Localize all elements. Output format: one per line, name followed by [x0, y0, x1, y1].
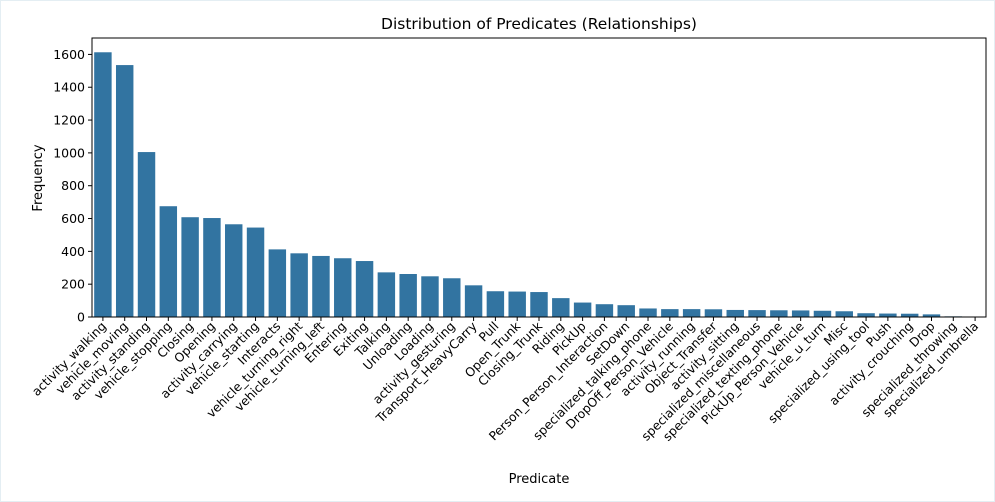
bar-activity-carrying — [225, 224, 243, 317]
y-axis-label: Frequency — [31, 144, 46, 211]
y-axis-ticks: 0 200 400 600 800 1000 1200 1400 1600 — [53, 47, 92, 325]
bars — [94, 52, 984, 318]
bar-activity-standing — [137, 152, 156, 317]
bar-interacts — [268, 249, 287, 317]
bar-activity-gesturing — [443, 278, 461, 317]
bar-transport-heavycarry — [464, 285, 483, 317]
bar-object-transfer — [704, 309, 723, 317]
y-tick-label: 200 — [61, 277, 85, 292]
bar-activity-crouching — [900, 313, 919, 317]
bar-activity-walking — [94, 52, 112, 318]
bar-dropoff-person-vehicle — [661, 309, 679, 317]
bar-specialized-using-tool — [857, 313, 875, 317]
bar-vehicle-turning-right — [290, 253, 308, 317]
bar-closing — [181, 217, 199, 317]
y-tick-label: 1000 — [53, 145, 85, 160]
bar-entering — [334, 258, 352, 317]
bar-specialized-talking-phone — [639, 308, 657, 317]
y-tick-label: 400 — [61, 244, 85, 259]
bar-specialized-miscellaneous — [748, 310, 766, 317]
bar-activity-sitting — [726, 309, 744, 317]
bar-misc — [835, 311, 853, 317]
bar-activity-running — [682, 309, 701, 317]
bar-pickup — [573, 302, 592, 317]
bar-closing-trunk — [530, 292, 548, 317]
bar-setdown — [617, 305, 635, 317]
chart-title: Distribution of Predicates (Relationship… — [381, 15, 697, 33]
bar-riding — [552, 298, 570, 317]
bar-pickup-person-vehicle — [791, 310, 810, 317]
bar-drop — [922, 314, 941, 317]
y-tick-label: 1200 — [53, 113, 85, 128]
bar-vehicle-moving — [115, 65, 134, 318]
bar-exiting — [355, 261, 374, 317]
y-tick-label: 1400 — [53, 80, 85, 95]
bar-vehicle-u-turn — [813, 310, 832, 317]
bar-loading — [421, 276, 439, 317]
x-axis-label: Predicate — [509, 472, 570, 487]
bar-vehicle-turning-left — [312, 255, 330, 317]
plot-area-frame — [91, 37, 987, 318]
bar-talking — [377, 272, 396, 317]
bar-unloading — [399, 274, 417, 317]
bar-person-person-interaction — [595, 304, 614, 317]
y-tick-label: 1600 — [53, 47, 85, 62]
bar-vehicle-stopping — [159, 206, 178, 317]
x-axis-ticks: activity_walkingvehicle_movingactivity_s… — [29, 317, 981, 444]
bar-open-trunk — [508, 291, 526, 317]
y-tick-label: 0 — [77, 310, 85, 325]
y-tick-label: 800 — [61, 178, 85, 193]
bar-vehicle-starting — [246, 227, 265, 317]
y-tick-label: 600 — [61, 211, 85, 226]
bar-pull — [486, 291, 505, 317]
bar-push — [879, 313, 897, 317]
bar-opening — [203, 218, 221, 317]
bar-specialized-texting-phone — [770, 310, 788, 317]
